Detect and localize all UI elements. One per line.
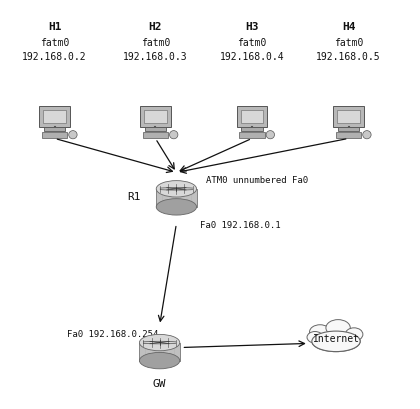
Ellipse shape [326,320,350,336]
Ellipse shape [312,331,360,352]
FancyBboxPatch shape [241,128,262,132]
Circle shape [69,131,77,139]
FancyBboxPatch shape [336,133,362,138]
Circle shape [170,131,178,139]
Text: fatm0: fatm0 [334,38,363,48]
FancyBboxPatch shape [39,107,70,128]
Text: R1: R1 [128,191,141,201]
FancyBboxPatch shape [333,107,364,128]
FancyBboxPatch shape [145,128,166,132]
Circle shape [266,131,275,139]
FancyBboxPatch shape [237,107,267,128]
Text: 192.168.0.3: 192.168.0.3 [123,52,188,61]
Text: GW: GW [153,378,166,388]
Text: fatm0: fatm0 [40,38,69,48]
FancyBboxPatch shape [42,133,68,138]
Text: fatm0: fatm0 [141,38,170,48]
FancyBboxPatch shape [140,107,171,128]
Text: 192.168.0.4: 192.168.0.4 [220,52,284,61]
Polygon shape [139,343,180,361]
Ellipse shape [139,353,180,369]
Ellipse shape [345,328,363,341]
Text: 192.168.0.5: 192.168.0.5 [316,52,381,61]
Text: fatm0: fatm0 [237,38,267,48]
FancyBboxPatch shape [43,111,66,124]
FancyBboxPatch shape [337,111,360,124]
Text: Internet: Internet [312,334,360,344]
Circle shape [363,131,371,139]
Ellipse shape [310,325,331,339]
FancyBboxPatch shape [239,133,265,138]
FancyBboxPatch shape [338,128,359,132]
Text: H3: H3 [245,22,259,31]
Text: H2: H2 [149,22,162,31]
Text: 192.168.0.2: 192.168.0.2 [22,52,87,61]
FancyBboxPatch shape [142,133,168,138]
FancyBboxPatch shape [241,111,263,124]
Text: Fa0 192.168.0.254: Fa0 192.168.0.254 [67,329,159,338]
Ellipse shape [312,331,360,352]
Text: H4: H4 [342,22,355,31]
Ellipse shape [156,199,197,216]
Ellipse shape [139,335,180,351]
Polygon shape [156,189,197,207]
FancyBboxPatch shape [144,111,167,124]
Text: Fa0 192.168.0.1: Fa0 192.168.0.1 [200,220,280,229]
FancyBboxPatch shape [44,128,65,132]
Ellipse shape [156,181,197,198]
Text: ATM0 unnumbered Fa0: ATM0 unnumbered Fa0 [206,175,308,184]
Ellipse shape [307,332,323,343]
Text: H1: H1 [48,22,61,31]
